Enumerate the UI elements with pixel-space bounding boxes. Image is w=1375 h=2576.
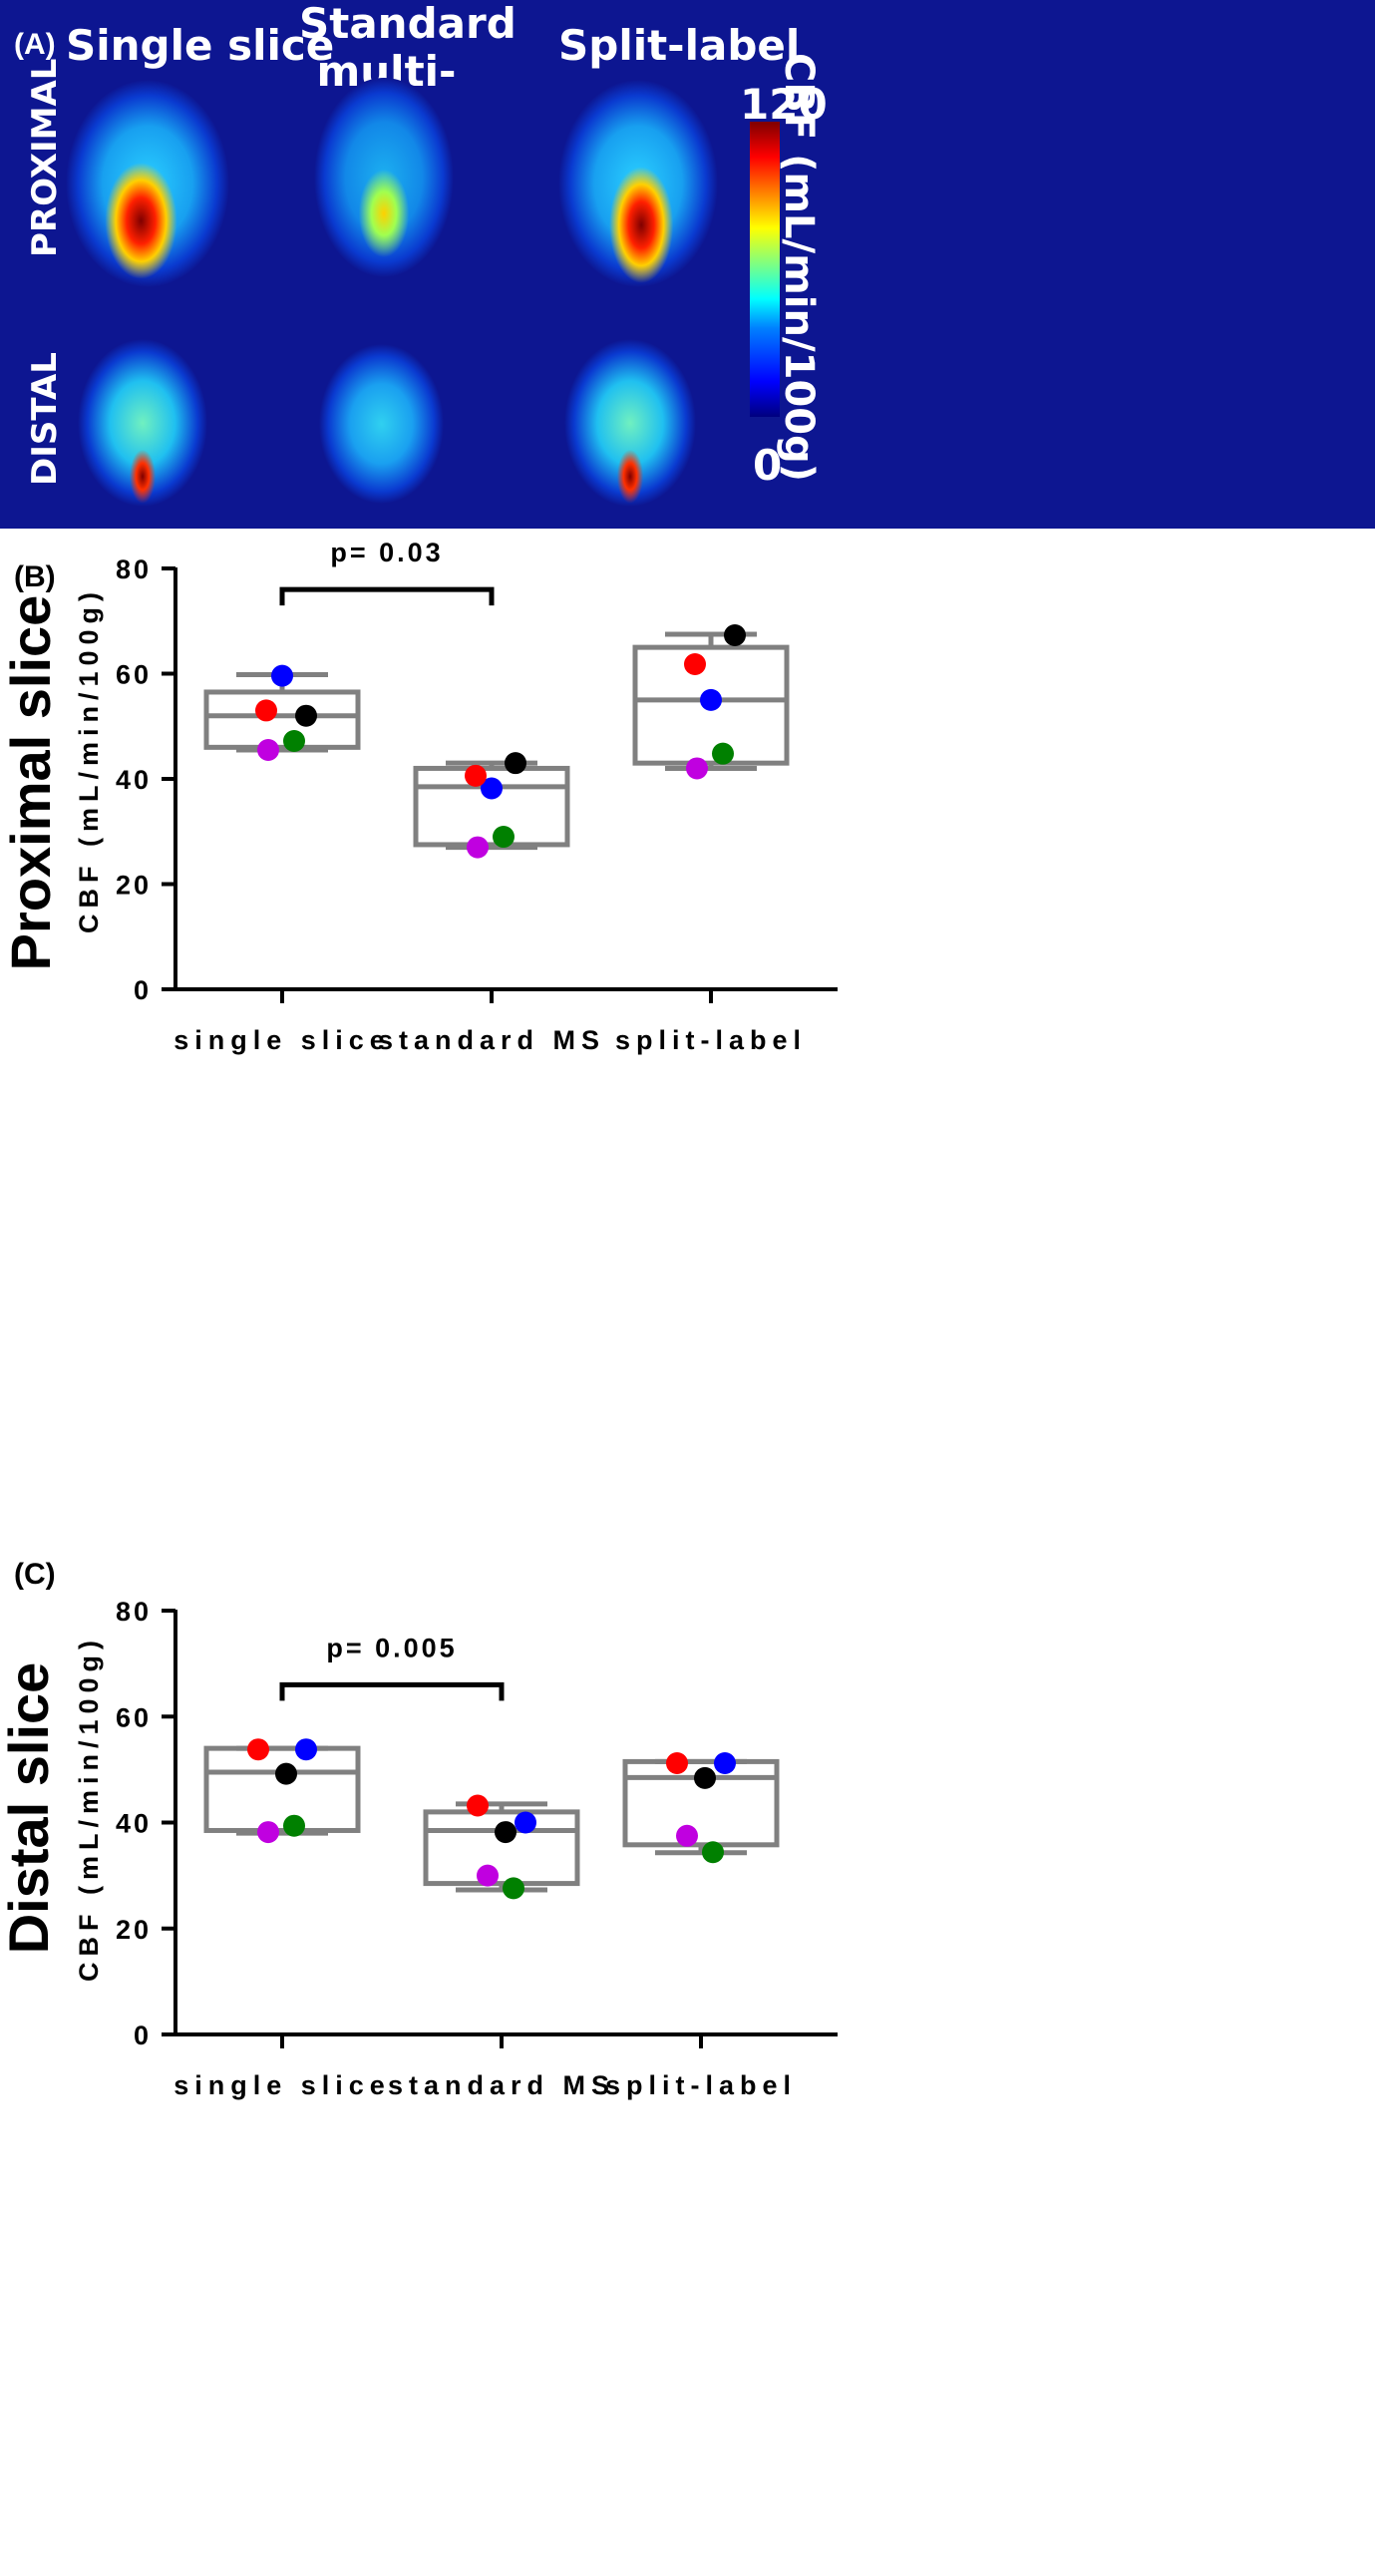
box-standard-MS — [423, 1801, 580, 1893]
colorbar-min-label: 0 — [753, 441, 783, 490]
data-point-blue — [295, 1738, 317, 1761]
y-axis-label: CBF (mL/min/100g) — [74, 1635, 104, 1982]
panel-c-distal-chart: (C) Distal slice CBF (mL/min/100g) 0 20 40 60… — [0, 1526, 1375, 2576]
significance-bracket — [279, 586, 495, 606]
proximal-box-plot: Proximal slice CBF (mL/min/100g) 0 20 40 60 80… — [0, 538, 838, 1055]
panel-a-cbf-maps: (A) Single slice Standard multi-slice Sp… — [0, 0, 1375, 529]
significance-bracket — [279, 1681, 505, 1701]
brain-map-distal-single-slice — [78, 339, 207, 507]
x-category-label: single slice — [173, 2070, 391, 2100]
data-point-red — [255, 699, 277, 722]
x-category-label: standard MS — [388, 2070, 615, 2100]
distal-box-plot: Distal slice CBF (mL/min/100g) 0 20 40 60 80 si… — [0, 1597, 838, 2100]
x-category-label: standard MS — [378, 1025, 605, 1055]
data-point-blue — [515, 1811, 536, 1834]
box-iqr — [203, 689, 361, 750]
y-tick-label: 0 — [134, 975, 152, 1005]
data-point-red — [247, 1738, 269, 1761]
colorbar-max-label: 120 — [740, 80, 828, 129]
data-point-purple — [676, 1824, 698, 1847]
y-axis-label: CBF (mL/min/100g) — [74, 586, 104, 933]
data-point-red — [684, 653, 706, 676]
x-category-label: split-label — [615, 1025, 807, 1055]
row-title: Distal slice — [0, 1662, 60, 1955]
column-title-split-label: Split-label — [558, 21, 801, 70]
data-point-purple — [257, 1821, 279, 1844]
data-point-green — [712, 742, 734, 765]
data-point-black — [295, 704, 317, 727]
data-point-purple — [257, 738, 279, 761]
y-tick-label: 40 — [116, 1809, 152, 1839]
data-point-black — [694, 1766, 716, 1789]
brain-map-proximal-split-label — [558, 80, 718, 287]
data-point-purple — [477, 1864, 499, 1887]
panel-b-label: (B) — [14, 560, 56, 593]
panel-c-label: (C) — [14, 1558, 56, 1591]
data-point-red — [666, 1752, 688, 1774]
x-category-label: single slice — [173, 1025, 391, 1055]
data-point-blue — [271, 664, 293, 687]
brain-map-proximal-standard-multi-slice — [314, 78, 454, 277]
box-iqr — [413, 765, 570, 848]
data-point-blue — [700, 688, 722, 711]
data-point-green — [493, 826, 515, 849]
data-point-purple — [686, 757, 708, 780]
box-iqr — [203, 1745, 361, 1833]
data-point-purple — [467, 836, 489, 859]
colorbar-title: CBF (mL/min/100g) — [776, 52, 822, 483]
brain-map-distal-standard-multi-slice — [319, 344, 444, 504]
column-title-single-slice: Single slice — [66, 21, 335, 70]
significance-p-value: p= 0.005 — [326, 1633, 457, 1662]
data-point-red — [467, 1794, 489, 1817]
box-single-slice — [203, 1745, 361, 1836]
data-point-black — [275, 1762, 297, 1785]
panel-a-label: (A) — [14, 28, 56, 61]
data-point-black — [505, 752, 526, 775]
y-tick-label: 60 — [116, 660, 152, 690]
row-title-distal: DISTAL — [25, 352, 65, 486]
data-point-red — [465, 764, 487, 787]
brain-map-distal-split-label — [564, 339, 696, 507]
y-tick-label: 80 — [116, 554, 152, 584]
colorbar — [750, 122, 780, 417]
brain-map-proximal-single-slice — [66, 80, 229, 287]
significance-p-value: p= 0.03 — [330, 538, 443, 567]
y-tick-label: 20 — [116, 871, 152, 901]
box-iqr — [632, 644, 790, 766]
y-tick-label: 0 — [134, 2021, 152, 2050]
data-point-black — [495, 1821, 516, 1844]
row-title-proximal: PROXIMAL — [25, 58, 65, 257]
data-point-green — [503, 1877, 524, 1900]
box-standard-MS — [413, 760, 570, 851]
y-tick-label: 40 — [116, 765, 152, 795]
data-point-green — [283, 730, 305, 753]
box-iqr — [423, 1809, 580, 1887]
y-tick-label: 20 — [116, 1915, 152, 1945]
y-tick-label: 60 — [116, 1702, 152, 1732]
data-point-green — [702, 1841, 724, 1864]
data-point-black — [724, 623, 746, 646]
data-point-blue — [481, 777, 503, 800]
x-category-label: split-label — [605, 2070, 797, 2100]
y-tick-label: 80 — [116, 1597, 152, 1627]
data-point-green — [283, 1814, 305, 1837]
box-iqr — [622, 1758, 780, 1848]
panel-b-proximal-chart: (B) Proximal slice CBF (mL/min/100g) 0 20 40… — [0, 529, 1375, 1526]
data-point-blue — [714, 1752, 736, 1774]
row-title: Proximal slice — [0, 595, 62, 971]
